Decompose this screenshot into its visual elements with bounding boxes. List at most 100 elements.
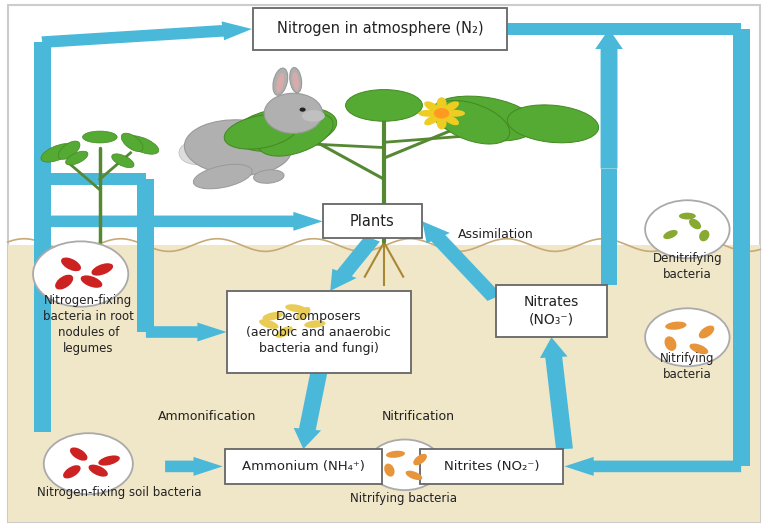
Ellipse shape <box>665 321 687 330</box>
Ellipse shape <box>258 113 333 156</box>
Ellipse shape <box>194 164 252 189</box>
Text: Nitrifying
bacteria: Nitrifying bacteria <box>660 352 714 381</box>
Ellipse shape <box>424 115 439 125</box>
Ellipse shape <box>679 212 696 219</box>
Ellipse shape <box>365 307 411 331</box>
Ellipse shape <box>276 326 293 338</box>
FancyBboxPatch shape <box>225 449 382 484</box>
Ellipse shape <box>265 116 296 148</box>
Text: Plants: Plants <box>350 214 395 229</box>
Ellipse shape <box>63 465 81 479</box>
Polygon shape <box>382 457 419 476</box>
Ellipse shape <box>55 275 73 289</box>
Polygon shape <box>42 212 323 231</box>
Circle shape <box>434 108 449 119</box>
Ellipse shape <box>61 258 81 271</box>
Ellipse shape <box>689 219 701 229</box>
Ellipse shape <box>304 320 326 328</box>
Polygon shape <box>42 173 146 185</box>
Ellipse shape <box>302 110 325 122</box>
Text: Ammonium (NH₄⁺): Ammonium (NH₄⁺) <box>242 460 365 473</box>
Ellipse shape <box>435 101 510 144</box>
Ellipse shape <box>81 276 102 288</box>
Polygon shape <box>508 23 741 35</box>
Ellipse shape <box>386 451 405 458</box>
Circle shape <box>74 261 88 271</box>
Text: Denitrifying
bacteria: Denitrifying bacteria <box>653 251 722 281</box>
FancyBboxPatch shape <box>421 449 562 484</box>
Text: Nitrogen-fixing
bacteria in root
nodules of
legumes: Nitrogen-fixing bacteria in root nodules… <box>43 294 134 355</box>
Polygon shape <box>330 236 380 291</box>
Circle shape <box>645 308 730 366</box>
Ellipse shape <box>293 72 299 90</box>
Circle shape <box>300 108 306 112</box>
Ellipse shape <box>384 464 395 476</box>
Ellipse shape <box>346 90 422 121</box>
FancyBboxPatch shape <box>227 291 411 373</box>
Polygon shape <box>733 29 750 466</box>
Ellipse shape <box>276 73 284 93</box>
Ellipse shape <box>232 106 336 152</box>
Polygon shape <box>34 42 51 432</box>
Polygon shape <box>422 221 502 301</box>
Ellipse shape <box>690 344 708 354</box>
Ellipse shape <box>436 116 447 130</box>
Ellipse shape <box>699 326 714 338</box>
Ellipse shape <box>418 110 437 117</box>
FancyBboxPatch shape <box>253 8 507 50</box>
Ellipse shape <box>353 292 396 314</box>
Circle shape <box>368 440 442 490</box>
Ellipse shape <box>445 110 465 117</box>
FancyBboxPatch shape <box>323 204 422 238</box>
Ellipse shape <box>259 319 279 329</box>
Circle shape <box>44 433 133 494</box>
Ellipse shape <box>285 304 306 313</box>
Ellipse shape <box>125 135 159 154</box>
Ellipse shape <box>65 151 88 165</box>
Ellipse shape <box>290 67 302 93</box>
Circle shape <box>645 200 730 258</box>
Text: Decomposers
(aerobic and anaerobic
bacteria and fungi): Decomposers (aerobic and anaerobic bacte… <box>247 309 391 355</box>
Circle shape <box>112 264 126 274</box>
FancyBboxPatch shape <box>496 285 607 337</box>
Ellipse shape <box>98 455 120 465</box>
Ellipse shape <box>88 465 108 476</box>
Text: Assimilation: Assimilation <box>458 228 533 241</box>
Ellipse shape <box>413 454 427 465</box>
Circle shape <box>101 275 114 284</box>
Circle shape <box>93 259 107 268</box>
Polygon shape <box>137 179 154 332</box>
Ellipse shape <box>273 68 288 95</box>
Ellipse shape <box>424 101 439 112</box>
Ellipse shape <box>406 471 422 480</box>
Ellipse shape <box>91 264 113 276</box>
Polygon shape <box>293 372 327 449</box>
Polygon shape <box>564 457 741 476</box>
Polygon shape <box>595 29 623 169</box>
Ellipse shape <box>58 141 80 159</box>
Ellipse shape <box>184 120 292 175</box>
Circle shape <box>264 93 323 133</box>
Ellipse shape <box>699 230 710 241</box>
Ellipse shape <box>224 114 298 149</box>
Ellipse shape <box>444 115 459 125</box>
Ellipse shape <box>83 131 117 143</box>
Ellipse shape <box>664 230 677 239</box>
Ellipse shape <box>41 143 74 162</box>
Text: Nitrites (NO₂⁻): Nitrites (NO₂⁻) <box>444 460 539 473</box>
Polygon shape <box>146 323 227 341</box>
Text: Nitrogen in atmosphere (N₂): Nitrogen in atmosphere (N₂) <box>276 22 484 36</box>
Polygon shape <box>41 22 252 48</box>
Circle shape <box>85 272 99 281</box>
Text: Nitrifying bacteria: Nitrifying bacteria <box>349 492 457 504</box>
Ellipse shape <box>70 447 88 461</box>
Polygon shape <box>540 337 573 450</box>
Polygon shape <box>165 457 223 476</box>
FancyBboxPatch shape <box>8 245 760 522</box>
Text: Ammonification: Ammonification <box>158 410 257 423</box>
Polygon shape <box>601 169 617 285</box>
Text: Nitrogen-fixing soil bacteria: Nitrogen-fixing soil bacteria <box>37 486 201 499</box>
Text: Nitrates
(NO₃⁻): Nitrates (NO₃⁻) <box>524 295 579 327</box>
Ellipse shape <box>253 170 284 183</box>
Ellipse shape <box>263 312 283 320</box>
